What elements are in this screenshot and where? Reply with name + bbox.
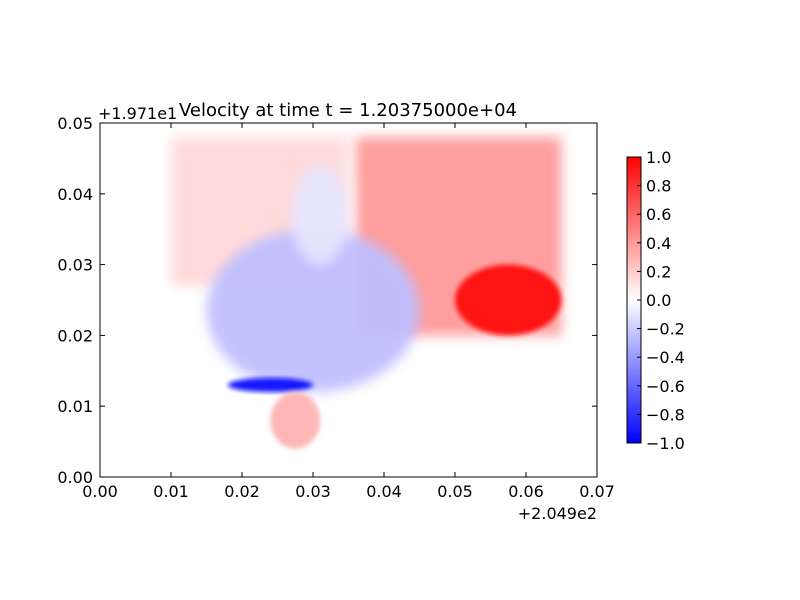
y-tick-label: 0.01: [57, 397, 93, 416]
y-offset-label: +1.971e1: [98, 104, 177, 123]
field-region-bottom-strong-negative-band: [227, 377, 313, 393]
chart-title: Velocity at time t = 1.20375000e+04: [179, 100, 517, 121]
x-tick-label: 0.00: [82, 482, 118, 501]
x-tick-label: 0.06: [508, 482, 544, 501]
x-tick-label: 0.02: [224, 482, 260, 501]
colorbar-tick-label: −0.8: [646, 405, 685, 424]
x-axis: 0.00 0.01 0.02 0.03 0.04 0.05 0.06 0.07: [82, 123, 615, 501]
field-region-lower-positive-tail: [270, 392, 321, 449]
field-region-central-negative-lobe: [206, 229, 420, 393]
colorbar-axis: −1.0 −0.8 −0.6 −0.4 −0.2 0.0 0.2 0.4 0.6 0.8 1.0: [637, 148, 685, 453]
x-offset-label: +2.049e2: [518, 504, 597, 523]
x-tick-label: 0.07: [579, 482, 615, 501]
field-region-right-edge-strong-positive: [455, 264, 562, 336]
x-tick-label: 0.05: [437, 482, 473, 501]
x-tick-label: 0.01: [153, 482, 189, 501]
colorbar-tick-label: 0.8: [646, 177, 671, 196]
colorbar-tick-label: −1.0: [646, 434, 685, 453]
colorbar-tick-label: −0.2: [646, 320, 685, 339]
y-tick-label: 0.02: [57, 326, 93, 345]
y-tick-label: 0.04: [57, 185, 93, 204]
colorbar-tick-label: 0.0: [646, 291, 671, 310]
y-tick-label: 0.05: [57, 114, 93, 133]
colorbar-tick-label: −0.4: [646, 348, 685, 367]
y-axis: 0.00 0.01 0.02 0.03 0.04 0.05: [57, 114, 597, 487]
colorbar-tick-label: −0.6: [646, 377, 685, 396]
y-tick-label: 0.00: [57, 468, 93, 487]
velocity-field: [171, 137, 562, 449]
x-tick-label: 0.03: [295, 482, 331, 501]
colorbar-tick-label: 0.4: [646, 234, 671, 253]
x-tick-label: 0.04: [366, 482, 402, 501]
y-tick-label: 0.03: [57, 256, 93, 275]
field-region-top-negative-plume: [291, 165, 349, 265]
plot-frame: [99, 122, 598, 478]
colorbar-tick-label: 1.0: [646, 148, 671, 167]
colorbar-tick-label: 0.6: [646, 205, 671, 224]
colorbar-tick-label: 0.2: [646, 262, 671, 281]
